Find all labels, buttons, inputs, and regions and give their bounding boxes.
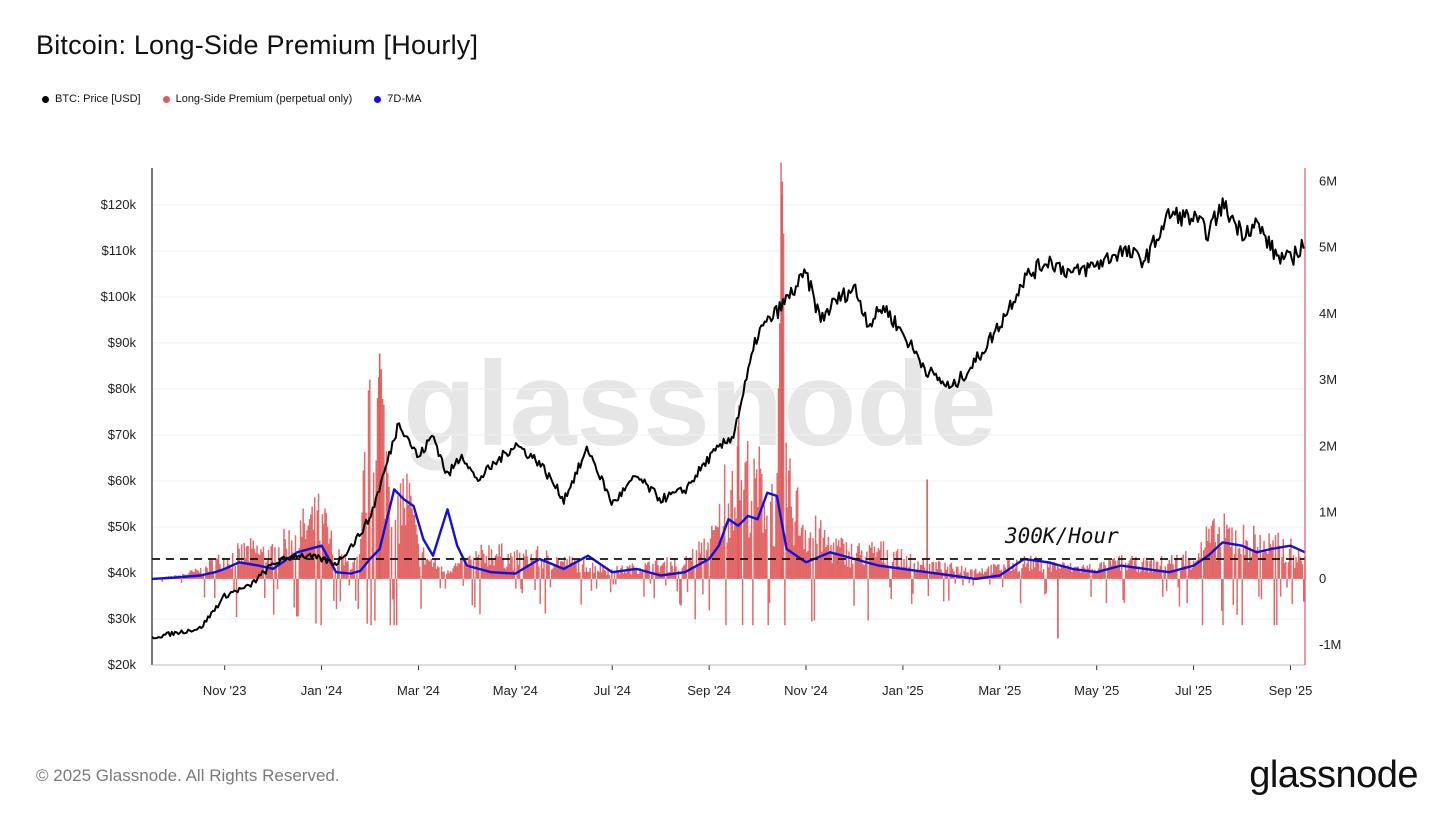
x-tick-label: May '24 bbox=[493, 683, 538, 698]
legend-dot-ma bbox=[374, 95, 382, 103]
left-tick-label: $100k bbox=[101, 289, 137, 304]
left-tick-label: $60k bbox=[108, 473, 137, 488]
watermark: glassnode bbox=[403, 337, 997, 471]
right-tick-label: 3M bbox=[1319, 372, 1337, 387]
left-tick-label: $40k bbox=[108, 565, 137, 580]
legend-dot-price bbox=[42, 95, 49, 103]
x-tick-label: Jan '24 bbox=[301, 683, 343, 698]
x-tick-label: Sep '24 bbox=[687, 683, 731, 698]
left-tick-label: $50k bbox=[108, 519, 137, 534]
left-tick-label: $80k bbox=[108, 381, 137, 396]
x-tick-label: Sep '25 bbox=[1269, 683, 1313, 698]
legend-label-price: BTC: Price [USD] bbox=[55, 93, 141, 105]
x-tick-label: Mar '24 bbox=[397, 683, 440, 698]
right-tick-label: 5M bbox=[1319, 240, 1337, 255]
right-tick-label: -1M bbox=[1319, 637, 1341, 652]
left-tick-label: $120k bbox=[101, 197, 137, 212]
tick-labels: $20k $30k $40k $50k $60k $70k $80k $90k $100k $11… bbox=[101, 173, 1342, 698]
grid bbox=[152, 204, 1305, 666]
x-tick-label: Nov '24 bbox=[784, 683, 828, 698]
legend-item-premium[interactable]: Long-Side Premium (perpetual only) bbox=[162, 93, 353, 105]
threshold-label: 300K/Hour bbox=[1004, 524, 1119, 548]
x-tick-label: Jul '24 bbox=[594, 683, 631, 698]
legend-item-ma[interactable]: 7D-MA bbox=[374, 93, 422, 105]
x-tick-label: May '25 bbox=[1074, 683, 1119, 698]
ma-series bbox=[151, 488, 1306, 581]
price-series bbox=[151, 197, 1306, 640]
left-tick-label: $70k bbox=[108, 427, 137, 442]
legend-dot-premium bbox=[162, 95, 170, 103]
price-line bbox=[151, 197, 1306, 640]
legend: BTC: Price [USD] Long-Side Premium (perp… bbox=[42, 93, 422, 105]
legend-label-premium: Long-Side Premium (perpetual only) bbox=[175, 93, 353, 105]
chart-title: Bitcoin: Long-Side Premium [Hourly] bbox=[36, 30, 479, 60]
annotation: 300K/Hour bbox=[152, 524, 1305, 560]
brand-logo: glassnode bbox=[1249, 754, 1418, 796]
x-tick-label: Nov '23 bbox=[203, 683, 247, 698]
right-tick-label: 2M bbox=[1319, 438, 1337, 453]
x-tick-label: Jul '25 bbox=[1175, 683, 1212, 698]
axes bbox=[151, 168, 1306, 670]
right-tick-label: 4M bbox=[1319, 306, 1337, 321]
left-tick-label: $30k bbox=[108, 611, 137, 626]
copyright: © 2025 Glassnode. All Rights Reserved. bbox=[36, 766, 340, 785]
left-tick-label: $20k bbox=[108, 657, 137, 672]
x-tick-label: Mar '25 bbox=[978, 683, 1021, 698]
right-tick-label: 6M bbox=[1319, 173, 1337, 188]
legend-item-price[interactable]: BTC: Price [USD] bbox=[42, 93, 141, 105]
legend-label-ma: 7D-MA bbox=[387, 93, 422, 105]
right-tick-label: 0 bbox=[1319, 571, 1326, 586]
ma-line bbox=[151, 488, 1306, 581]
right-tick-label: 1M bbox=[1319, 505, 1337, 520]
x-tick-label: Jan '25 bbox=[882, 683, 924, 698]
premium-series bbox=[152, 162, 1306, 639]
left-tick-label: $90k bbox=[108, 335, 137, 350]
left-tick-label: $110k bbox=[102, 243, 137, 258]
